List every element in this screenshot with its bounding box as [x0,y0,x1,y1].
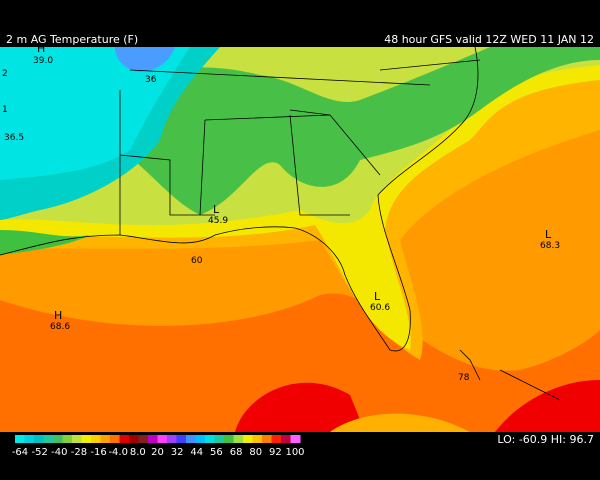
extremes: LO: -60.9 HI: 96.7 [497,433,594,446]
colorbar-label: 8.0 [130,447,146,458]
colorbar-swatch [119,435,130,443]
high-marker: H [37,42,45,55]
colorbar-swatch [43,435,54,443]
low-marker: L [545,228,552,241]
colorbar-swatch [91,435,101,443]
colorbar-label: -16 [90,447,106,458]
colorbar-label: 100 [285,447,304,458]
map-title: 2 m AG Temperature (F) [6,33,138,46]
colorbar-swatch [271,435,282,443]
value-label: 36 [145,75,157,85]
colorbar-label: 32 [171,447,184,458]
colorbar-swatch [195,435,206,443]
model-run: 48 hour GFS valid 12Z WED 11 JAN 12 [384,33,594,46]
colorbar-label: 68 [230,447,243,458]
colorbar-swatch [110,435,120,443]
colorbar-swatch [233,435,244,443]
colorbar-label: 20 [151,447,164,458]
colorbar-swatch [205,435,215,443]
colorbar-swatch [53,435,63,443]
colorbar-label: -40 [51,447,67,458]
colorbar-swatch [281,435,291,443]
colorbar-swatch [100,435,111,443]
colorbar-label: 44 [190,447,203,458]
colorbar-swatch [290,435,301,443]
colorbar-label: 92 [269,447,282,458]
colorbar-swatch [148,435,158,443]
colorbar-swatch [72,435,82,443]
colorbar-swatch [262,435,272,443]
colorbar-swatch [186,435,196,443]
value-label: 60.6 [370,303,390,313]
colorbar-label: -4.0 [108,447,128,458]
high-marker: H [54,309,62,322]
low-marker: L [374,290,381,303]
value-label: 45.9 [208,216,228,226]
colorbar-label: -64 [12,447,28,458]
colorbar-swatch [15,435,25,443]
value-label: 68.6 [50,322,70,332]
colorbar-swatch [252,435,263,443]
value-label: 39.0 [33,56,53,66]
colorbar-swatch [138,435,149,443]
boundaries [0,46,561,401]
colorbar-swatch [176,435,187,443]
value-label: 2 [2,69,8,79]
colorbar-label: -28 [71,447,87,458]
value-label: 60 [191,256,203,266]
value-label: 68.3 [540,241,560,251]
low-marker: L [213,203,220,216]
colorbar-swatch [167,435,177,443]
colorbar-label: 56 [210,447,223,458]
colorbar: -64 -52 -40 -28 -16 -4.0 8.0 20 32 44 56 68 80 92 100 [12,435,305,458]
colorbar-label: 80 [249,447,262,458]
colorbar-swatch [157,435,168,443]
colorbar-swatch [34,435,44,443]
colorbar-swatch [24,435,35,443]
colorbar-label: -52 [31,447,47,458]
colorbar-swatch [62,435,73,443]
colorbar-swatch [129,435,139,443]
map-labels: H 39.0 36 2 1 36.5 L 45.9 60 L 68.3 H 68… [2,42,560,383]
value-label: 78 [458,373,470,383]
value-label: 1 [2,105,8,115]
colorbar-swatch [243,435,253,443]
colorbar-swatch [81,435,92,443]
colorbar-swatch [224,435,234,443]
colorbar-swatch [214,435,225,443]
value-label: 36.5 [4,133,24,143]
temperature-field [0,47,600,432]
